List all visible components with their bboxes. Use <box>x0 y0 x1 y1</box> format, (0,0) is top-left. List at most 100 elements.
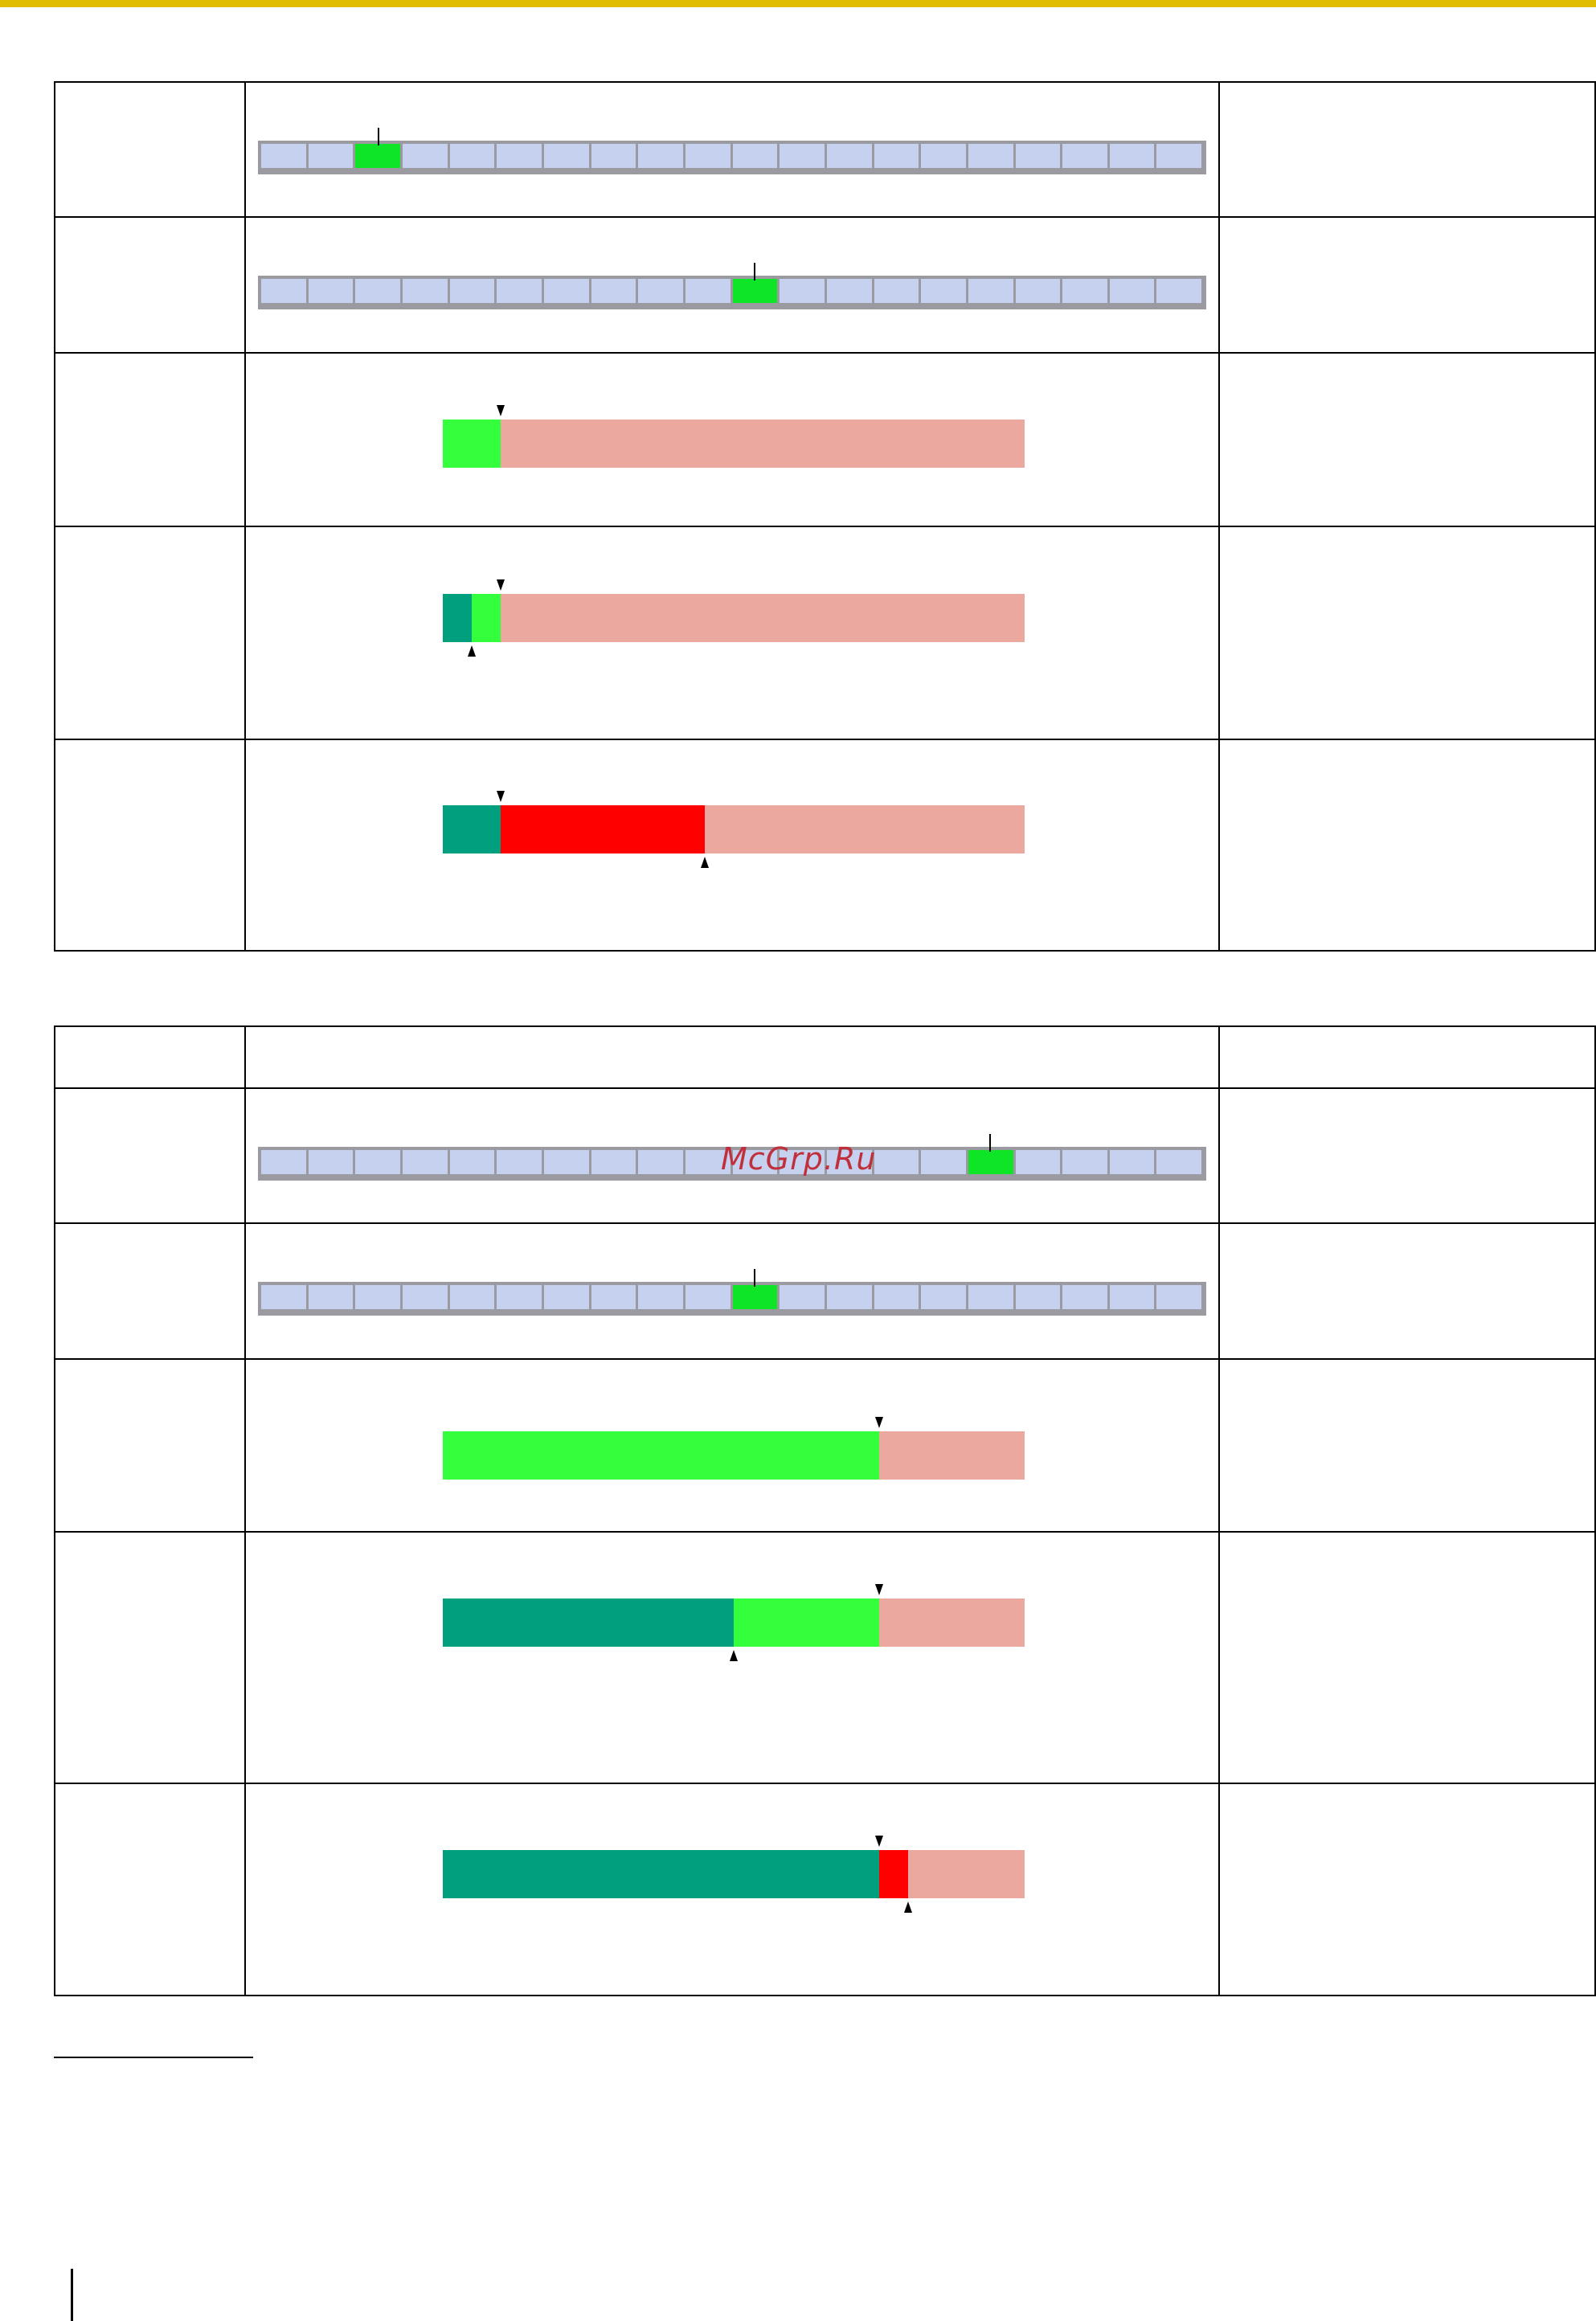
level-fill-teal <box>443 1599 734 1647</box>
meter-segment <box>638 279 683 303</box>
row-label-cell <box>54 1358 246 1533</box>
level-meter <box>443 594 1025 642</box>
meter-segment <box>261 1285 306 1309</box>
meter-segment <box>1015 144 1061 168</box>
description-cell <box>1218 739 1596 952</box>
meter-segment <box>732 1150 778 1174</box>
meter-cell <box>244 1222 1220 1360</box>
description-cell <box>1218 352 1596 527</box>
meter-segment <box>591 1285 636 1309</box>
meter-cell <box>244 352 1220 527</box>
meter-segment <box>1109 1285 1155 1309</box>
bottom-marker-arrow <box>700 857 709 868</box>
meter-segment <box>732 144 778 168</box>
meter-segment <box>921 144 966 168</box>
meter-segment <box>968 1285 1013 1309</box>
segment-indicator-tick <box>754 263 756 280</box>
meter-segment <box>355 1285 400 1309</box>
description-cell <box>1218 1358 1596 1533</box>
meter-segment <box>591 144 636 168</box>
header-cell <box>54 1025 246 1089</box>
meter-segment <box>543 1150 589 1174</box>
row-label-cell <box>54 1087 246 1224</box>
meter-segment <box>638 144 683 168</box>
table-row <box>54 526 1596 740</box>
segment-meter <box>258 1147 1206 1181</box>
level-meter <box>443 1431 1025 1480</box>
top-marker-arrow <box>875 1417 883 1428</box>
level-meter <box>443 420 1025 468</box>
meter-segment <box>355 279 400 303</box>
level-fill-green <box>734 1599 879 1647</box>
meter-segment <box>1062 279 1107 303</box>
top-marker-arrow <box>875 1836 883 1847</box>
table-row <box>54 1531 1596 1784</box>
meter-segment-active <box>732 1285 778 1309</box>
meter-segment <box>261 1150 306 1174</box>
meter-cell <box>244 1087 1220 1224</box>
meter-segment <box>780 144 825 168</box>
meter-segment <box>497 144 542 168</box>
meter-segment <box>591 279 636 303</box>
meter-segment <box>1156 144 1202 168</box>
meter-segment <box>1062 1285 1107 1309</box>
meter-segment <box>449 1285 495 1309</box>
meter-segment <box>1062 1150 1107 1174</box>
meter-cell <box>244 216 1220 354</box>
meter-segment <box>497 1285 542 1309</box>
level-fill-teal <box>443 594 473 642</box>
description-cell <box>1218 1087 1596 1224</box>
meter-segment <box>449 279 495 303</box>
meter-segment <box>308 1285 354 1309</box>
meter-segment <box>921 1150 966 1174</box>
bottom-marker-arrow <box>904 1901 913 1913</box>
table-row <box>54 216 1596 354</box>
meter-segment <box>1156 279 1202 303</box>
meter-segment <box>874 1285 919 1309</box>
meter-segment-active <box>732 279 778 303</box>
meter-cell <box>244 1783 1220 1996</box>
level-meter <box>443 1599 1025 1647</box>
meter-segment <box>780 1150 825 1174</box>
description-cell <box>1218 81 1596 218</box>
table-header-row <box>54 1025 1596 1089</box>
meter-cell <box>244 81 1220 218</box>
meter-segment <box>826 144 872 168</box>
meter-segment <box>497 1150 542 1174</box>
table-row <box>54 1222 1596 1360</box>
description-cell <box>1218 216 1596 354</box>
table-row <box>54 1358 1596 1533</box>
level-fill-green <box>443 420 501 468</box>
meter-segment <box>402 1285 448 1309</box>
meter-segment <box>685 1285 730 1309</box>
row-label-cell <box>54 1783 246 1996</box>
meter-segment <box>874 279 919 303</box>
meter-segment <box>543 144 589 168</box>
description-cell <box>1218 1783 1596 1996</box>
row-label-cell <box>54 739 246 952</box>
watermark-text: McGrp.Ru <box>721 1141 877 1177</box>
meter-segment <box>497 279 542 303</box>
top-marker-arrow <box>875 1584 883 1595</box>
meter-segment <box>1109 144 1155 168</box>
top-marker-arrow <box>497 405 505 416</box>
meter-segment <box>968 279 1013 303</box>
level-fill-green <box>443 1431 879 1480</box>
meter-table-1 <box>54 81 1596 952</box>
meter-segment <box>355 1150 400 1174</box>
meter-segment <box>1015 1150 1061 1174</box>
meter-segment <box>1015 1285 1061 1309</box>
top-marker-arrow <box>497 791 505 802</box>
meter-segment <box>874 1150 919 1174</box>
level-meter <box>443 1850 1025 1898</box>
meter-segment <box>1015 279 1061 303</box>
meter-segment <box>1156 1285 1202 1309</box>
meter-segment <box>1156 1150 1202 1174</box>
meter-segment <box>921 1285 966 1309</box>
level-fill-green <box>472 594 501 642</box>
meter-segment <box>638 1150 683 1174</box>
meter-segment <box>402 1150 448 1174</box>
meter-segment <box>968 144 1013 168</box>
meter-segment <box>685 1150 730 1174</box>
meter-segment <box>308 279 354 303</box>
